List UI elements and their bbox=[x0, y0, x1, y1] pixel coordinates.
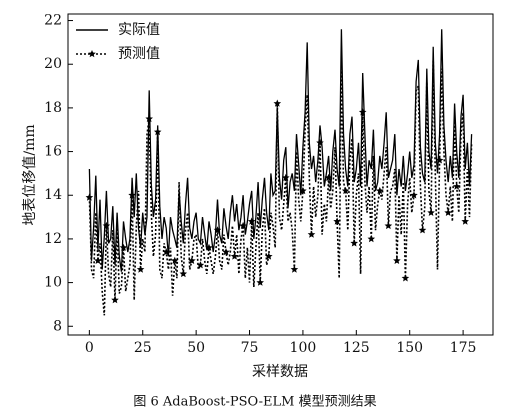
star-marker bbox=[393, 256, 401, 264]
star-marker bbox=[367, 234, 376, 243]
x-tick-label: 125 bbox=[343, 340, 370, 356]
star-marker bbox=[188, 256, 196, 264]
star-marker bbox=[213, 226, 222, 234]
legend-label: 预测值 bbox=[118, 46, 160, 62]
x-tick-label: 175 bbox=[450, 340, 477, 356]
star-marker bbox=[273, 99, 282, 107]
star-marker bbox=[410, 191, 418, 199]
star-marker bbox=[256, 278, 264, 286]
x-tick-label: 100 bbox=[290, 340, 317, 356]
star-marker bbox=[427, 208, 435, 216]
x-axis-label: 采样数据 bbox=[252, 364, 308, 380]
star-marker bbox=[307, 230, 316, 238]
star-marker bbox=[452, 182, 461, 190]
star-marker bbox=[358, 108, 367, 116]
star-marker bbox=[136, 265, 145, 273]
star-marker bbox=[153, 127, 162, 136]
caption: 图 6 AdaBoost-PSO-ELM 模型预测结果 bbox=[133, 395, 376, 410]
x-tick-label: 25 bbox=[134, 340, 152, 356]
y-tick-label: 8 bbox=[53, 318, 62, 334]
star-marker bbox=[316, 138, 324, 147]
star-marker bbox=[119, 243, 128, 251]
x-tick-label: 50 bbox=[187, 340, 205, 356]
star-marker bbox=[85, 193, 94, 201]
star-marker bbox=[341, 186, 350, 195]
y-tick-label: 22 bbox=[44, 13, 62, 29]
series-line bbox=[88, 59, 473, 316]
star-marker bbox=[290, 265, 299, 273]
plot-frame bbox=[67, 13, 494, 336]
y-axis-label: 地表位移值/mm bbox=[22, 124, 38, 225]
star-marker bbox=[264, 252, 273, 260]
series-line bbox=[88, 29, 473, 272]
star-marker bbox=[299, 186, 307, 195]
star-marker bbox=[145, 114, 153, 123]
x-tick-label: 150 bbox=[396, 340, 423, 356]
y-tick-label: 14 bbox=[44, 187, 62, 203]
y-tick-label: 16 bbox=[44, 144, 62, 160]
star-marker bbox=[162, 248, 170, 256]
star-marker bbox=[196, 261, 205, 269]
star-marker bbox=[324, 173, 333, 181]
star-marker bbox=[282, 173, 290, 181]
star-marker bbox=[384, 221, 393, 230]
star-marker bbox=[401, 274, 410, 282]
star-marker bbox=[171, 256, 179, 264]
y-tick-label: 20 bbox=[44, 56, 62, 72]
star-marker bbox=[247, 217, 256, 225]
star-marker bbox=[102, 221, 111, 230]
star-marker bbox=[376, 186, 384, 195]
star-marker bbox=[333, 217, 341, 225]
star-marker bbox=[222, 248, 230, 256]
star-marker bbox=[461, 217, 469, 225]
star-marker bbox=[94, 256, 102, 264]
legend-marker bbox=[88, 50, 96, 58]
star-marker bbox=[205, 243, 213, 251]
star-marker bbox=[435, 156, 444, 164]
star-marker bbox=[239, 221, 247, 230]
y-tick-label: 12 bbox=[44, 231, 62, 247]
star-marker bbox=[418, 226, 427, 234]
star-marker bbox=[350, 239, 358, 247]
legend-label: 实际值 bbox=[118, 22, 160, 38]
x-tick-label: 75 bbox=[241, 340, 259, 356]
y-tick-label: 10 bbox=[44, 275, 62, 291]
star-marker bbox=[179, 269, 188, 278]
x-tick-label: 0 bbox=[85, 340, 94, 356]
star-marker bbox=[444, 208, 452, 216]
star-marker bbox=[111, 296, 119, 304]
star-marker bbox=[230, 252, 239, 260]
star-marker bbox=[128, 191, 136, 199]
y-tick-label: 18 bbox=[44, 100, 62, 116]
